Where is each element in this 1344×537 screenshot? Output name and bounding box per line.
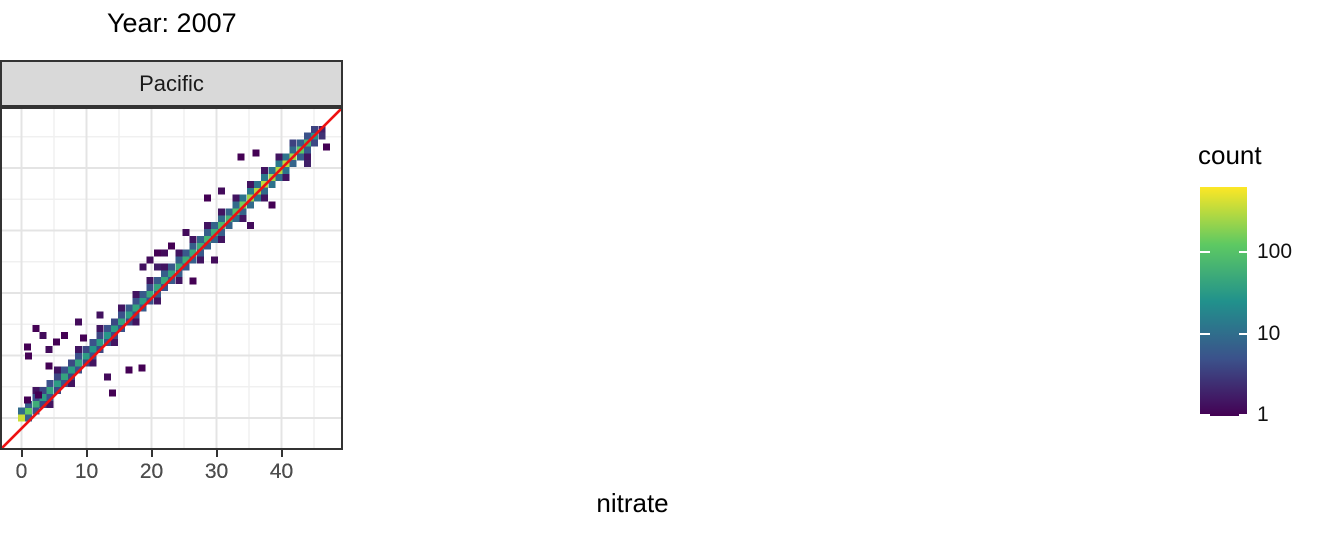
- x-tick-label: 10: [74, 460, 99, 483]
- x-tick-label: 40: [269, 460, 294, 483]
- x-tick-label: 10: [74, 460, 99, 483]
- legend-tick-label: 10: [1257, 321, 1281, 345]
- facet-label: Pacific: [139, 70, 204, 96]
- x-tick-label: 30: [204, 460, 229, 483]
- facet-pacific: Pacific 0 10 20 30 40: [0, 60, 343, 500]
- x-axis-ticks: 0 10 20 30 40: [0, 450, 343, 496]
- legend-tick-mark: [1200, 251, 1210, 254]
- density-plot-canvas: [2, 109, 341, 448]
- x-tick-mark: [20, 450, 23, 457]
- legend-tick-label: 1: [1257, 403, 1269, 426]
- x-tick-label: 0: [15, 460, 28, 483]
- legend-title: count: [1198, 140, 1262, 170]
- x-tick-label: 0: [15, 460, 28, 483]
- x-tick-label: 10: [74, 460, 99, 483]
- plot-title: Year: 2007: [107, 8, 237, 38]
- x-tick-mark: [85, 450, 88, 457]
- x-tick-label: 40: [269, 460, 294, 483]
- x-tick-mark: [150, 450, 153, 457]
- x-tick-label: 40: [269, 460, 294, 483]
- x-tick-label: 30: [204, 460, 229, 483]
- x-tick-label: 0: [15, 460, 28, 483]
- x-axis-title: nitrate: [596, 488, 669, 518]
- legend-colorbar: [1200, 187, 1247, 416]
- legend-tick-mark: [1200, 332, 1210, 335]
- legend-tick-label: 100: [1257, 240, 1293, 264]
- x-axis-ticks: 0 10 20 30 40: [0, 450, 343, 496]
- x-axis-ticks: 0 10 20 30 40: [0, 450, 343, 496]
- x-tick-label: 20: [139, 460, 164, 483]
- legend-tick-mark: [1239, 414, 1249, 416]
- x-tick-label: 30: [204, 460, 229, 483]
- legend-tick-mark: [1239, 332, 1249, 335]
- x-tick-mark: [280, 450, 283, 457]
- panel-plot-area: [0, 107, 343, 450]
- x-tick-label: 20: [139, 460, 164, 483]
- x-tick-mark: [215, 450, 218, 457]
- legend-tick-mark: [1239, 251, 1249, 254]
- legend-tick-mark: [1200, 414, 1210, 416]
- legend: count 1 10 100: [1198, 140, 1344, 440]
- facet-strip: Pacific: [0, 60, 343, 107]
- x-tick-label: 20: [139, 460, 164, 483]
